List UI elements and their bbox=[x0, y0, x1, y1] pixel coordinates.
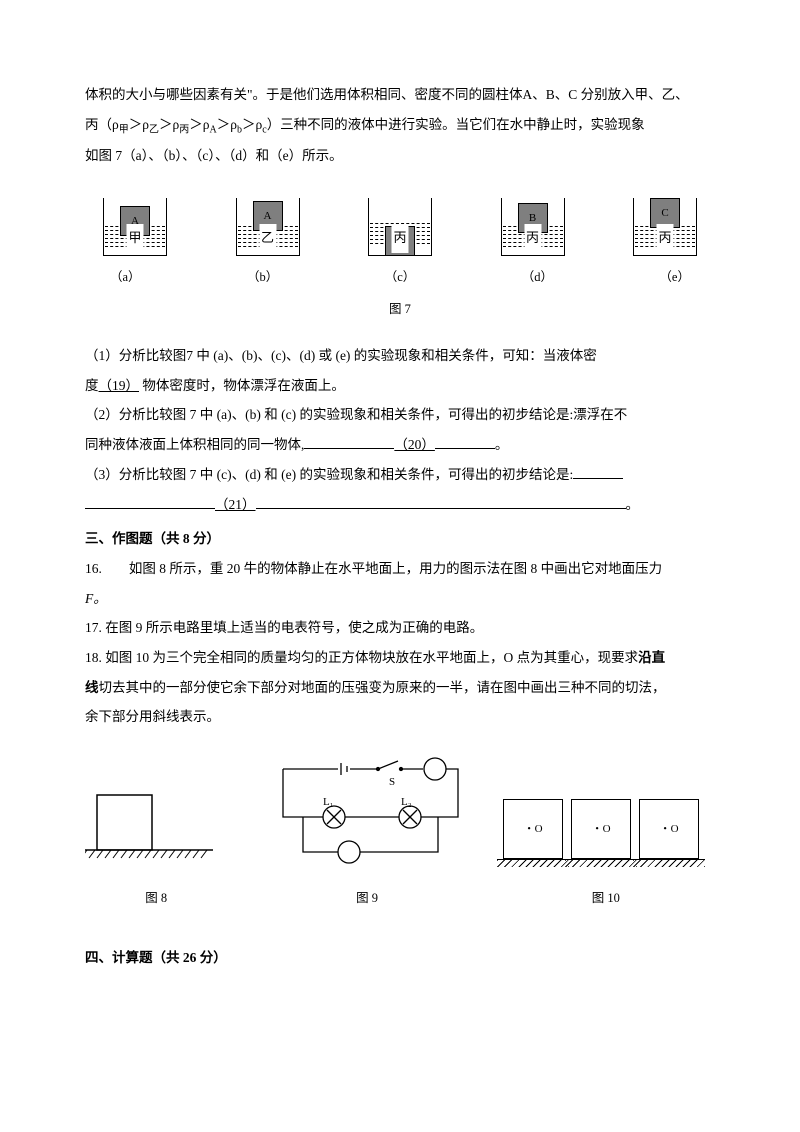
intro-line3: 如图 7（a）、（b）、（c）、（d）和（e）所示。 bbox=[85, 141, 715, 171]
figure-7-containers: A甲 A乙 A丙 B丙 C丙 bbox=[95, 186, 705, 256]
fig10-block-3: ・O bbox=[639, 799, 699, 867]
intro-paragraph: 体积的大小与哪些因素有关"。于是他们选用体积相同、密度不同的圆柱体A、B、C 分… bbox=[85, 80, 715, 110]
liquid-label: 甲 bbox=[126, 224, 143, 253]
figure-10: ・O ・O ・O bbox=[503, 799, 715, 867]
fig9-label: 图 9 bbox=[267, 885, 466, 913]
fig10-block-1: ・O bbox=[503, 799, 563, 867]
q18b: 线切去其中的一部分使它余下部分对地面的压强变为原来的一半，请在图中画出三种不同的… bbox=[85, 673, 715, 703]
centroid-dot: ・O bbox=[524, 817, 543, 841]
figure-9: S L₁ L₂ bbox=[263, 757, 473, 867]
beaker-unit: A丙 bbox=[360, 186, 440, 256]
figure-labels-row: 图 8 图 9 图 10 bbox=[85, 885, 715, 913]
blank-20: （20） bbox=[394, 437, 435, 452]
sublabel: （d） bbox=[522, 264, 553, 292]
q16b: F。 bbox=[85, 584, 715, 614]
lamp-L2-label: L₂ bbox=[401, 796, 412, 808]
centroid-dot: ・O bbox=[592, 817, 611, 841]
lamp-L1-label: L₁ bbox=[323, 796, 334, 808]
blank-19: （19） bbox=[99, 378, 140, 393]
liquid-label: 丙 bbox=[656, 224, 673, 253]
liquid-label: 乙 bbox=[259, 224, 276, 253]
intro-line2: 丙（ρ甲＞ρ乙＞ρ丙＞ρA＞ρb＞ρc）三种不同的液体中进行实验。当它们在水中静… bbox=[85, 110, 715, 142]
beaker-unit: A乙 bbox=[228, 186, 308, 256]
q3-line2: （21）。 bbox=[85, 490, 715, 520]
figures-8-9-10: S L₁ L₂ ・O ・O ・O bbox=[85, 757, 715, 867]
intro-l1a: 体积的大小与哪些因素有关"。于是他们选用体积相同、密度不同的圆柱体 bbox=[85, 87, 523, 102]
section-3-header: 三、作图题（共 8 分） bbox=[85, 524, 715, 554]
beaker-unit: B丙 bbox=[493, 186, 573, 256]
fig10-label: 图 10 bbox=[497, 885, 715, 913]
section-4-header: 四、计算题（共 26 分） bbox=[85, 943, 715, 973]
sublabel: （e） bbox=[659, 264, 690, 292]
beaker-unit: C丙 bbox=[625, 186, 705, 256]
fig8-svg bbox=[85, 787, 215, 867]
q1-line1: （1）分析比较图7 中 (a)、(b)、(c)、(d) 或 (e) 的实验现象和… bbox=[85, 341, 715, 371]
liquid-label: 丙 bbox=[524, 224, 541, 253]
q17: 17. 在图 9 所示电路里填上适当的电表符号，使之成为正确的电路。 bbox=[85, 613, 715, 643]
q3-line1: （3）分析比较图 7 中 (c)、(d) 和 (e) 的实验现象和相关条件，可得… bbox=[85, 460, 715, 490]
fig8-label: 图 8 bbox=[85, 885, 227, 913]
liquid-label: 丙 bbox=[391, 224, 408, 253]
intro-l1b: 、B、C 分别放入甲、乙、 bbox=[532, 87, 688, 102]
figure-8 bbox=[85, 787, 223, 867]
sublabel: （c） bbox=[385, 264, 416, 292]
fig9-svg: S L₁ L₂ bbox=[263, 757, 473, 867]
q18a: 18. 如图 10 为三个完全相同的质量均匀的正方体物块放在水平地面上，O 点为… bbox=[85, 643, 715, 673]
figure-7-sublabels: （a） （b） （c） （d） （e） bbox=[110, 264, 690, 292]
switch-label: S bbox=[389, 776, 395, 788]
q2-line2: 同种液体液面上体积相同的同一物体,（20）。 bbox=[85, 430, 715, 460]
sublabel: （b） bbox=[247, 264, 278, 292]
q16: 16. 如图 8 所示，重 20 牛的物体静止在水平地面上，用力的图示法在图 8… bbox=[85, 554, 715, 584]
q2-line1: （2）分析比较图 7 中 (a)、(b) 和 (c) 的实验现象和相关条件，可得… bbox=[85, 400, 715, 430]
beaker-unit: A甲 bbox=[95, 186, 175, 256]
blank-21: （21） bbox=[215, 497, 256, 512]
sublabel: （a） bbox=[110, 264, 141, 292]
centroid-dot: ・O bbox=[660, 817, 679, 841]
q18c: 余下部分用斜线表示。 bbox=[85, 702, 715, 732]
fig10-block-2: ・O bbox=[571, 799, 631, 867]
q1-line2: 度（19） 物体密度时，物体漂浮在液面上。 bbox=[85, 371, 715, 401]
figure-7-caption: 图 7 bbox=[85, 296, 715, 324]
